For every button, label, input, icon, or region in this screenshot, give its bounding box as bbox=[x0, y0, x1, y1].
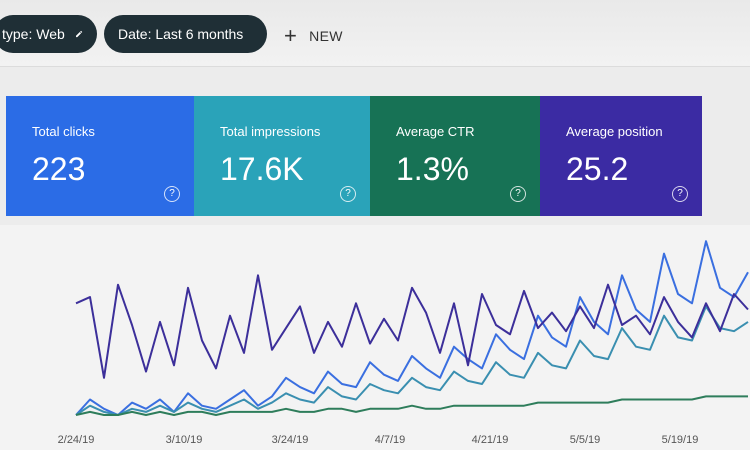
card-title: Average CTR bbox=[396, 124, 475, 139]
x-tick-label: 3/24/19 bbox=[272, 434, 309, 446]
series-line-ctr bbox=[75, 395, 748, 416]
series-line-position bbox=[75, 274, 749, 379]
help-circle-icon[interactable]: ? bbox=[164, 186, 180, 202]
card-title: Total impressions bbox=[220, 124, 321, 139]
series-line-clicks bbox=[75, 240, 749, 416]
type-filter-label: type: Web bbox=[2, 26, 65, 42]
filter-bar: type: Web Date: Last 6 months + NEW bbox=[0, 0, 750, 67]
help-circle-icon[interactable]: ? bbox=[672, 186, 688, 202]
series-line-impressions bbox=[75, 305, 749, 416]
card-value: 223 bbox=[32, 151, 86, 187]
performance-chart: 2/24/19 3/10/19 3/24/19 4/7/19 4/21/19 5/5/19… bbox=[0, 225, 750, 450]
new-filter-button[interactable]: + NEW bbox=[284, 23, 343, 48]
x-tick-label: 2/24/19 bbox=[58, 434, 95, 446]
average-position-card[interactable]: Average position 25.2 ? bbox=[540, 96, 702, 216]
card-title: Total clicks bbox=[32, 124, 95, 139]
type-filter-chip[interactable]: type: Web bbox=[0, 15, 97, 53]
card-value: 17.6K bbox=[220, 151, 304, 187]
card-title: Average position bbox=[566, 124, 663, 139]
plus-icon: + bbox=[284, 23, 298, 48]
help-circle-icon[interactable]: ? bbox=[340, 186, 356, 202]
x-tick-label: 5/19/19 bbox=[662, 434, 699, 446]
date-filter-label: Date: Last 6 months bbox=[118, 26, 244, 42]
performance-chart-svg: 2/24/19 3/10/19 3/24/19 4/7/19 4/21/19 5/5/19… bbox=[58, 240, 749, 446]
new-filter-label: NEW bbox=[309, 28, 343, 44]
date-filter-chip[interactable]: Date: Last 6 months bbox=[104, 15, 267, 53]
help-circle-icon[interactable]: ? bbox=[510, 186, 526, 202]
x-tick-label: 3/10/19 bbox=[166, 434, 203, 446]
total-impressions-card[interactable]: Total impressions 17.6K ? bbox=[194, 96, 370, 216]
pencil-icon bbox=[75, 30, 82, 38]
x-tick-label: 4/7/19 bbox=[375, 434, 406, 446]
average-ctr-card[interactable]: Average CTR 1.3% ? bbox=[370, 96, 540, 216]
x-tick-label: 5/5/19 bbox=[570, 434, 601, 446]
x-tick-label: 4/21/19 bbox=[472, 434, 509, 446]
total-clicks-card[interactable]: Total clicks 223 ? bbox=[6, 96, 194, 216]
card-value: 25.2 bbox=[566, 151, 629, 187]
card-value: 1.3% bbox=[396, 151, 469, 187]
